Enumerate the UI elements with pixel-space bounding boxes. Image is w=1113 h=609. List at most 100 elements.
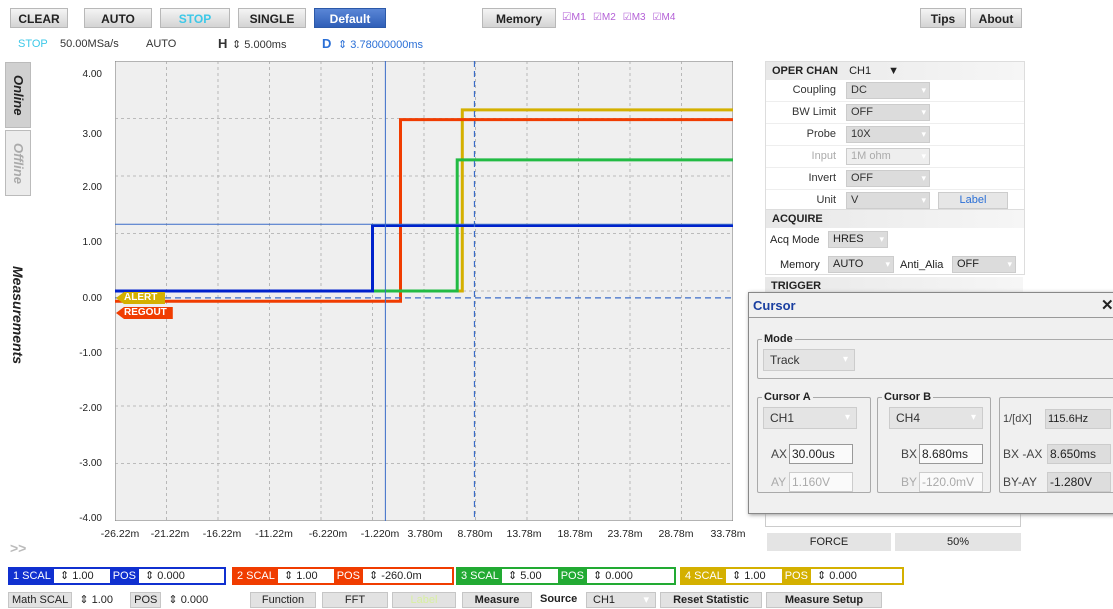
- cursor-b-caption: Cursor B: [882, 391, 934, 403]
- x-tick: -21.22m: [150, 528, 190, 540]
- x-tick: 3.780m: [407, 528, 443, 540]
- auto-button[interactable]: AUTO: [84, 8, 152, 28]
- ch2-scal-value: 1.00: [296, 570, 318, 582]
- chevron-down-icon: ▾: [879, 234, 884, 244]
- ch3-scal[interactable]: ⇕ 5.00: [507, 570, 542, 582]
- cursor-b-source-select[interactable]: CH4: [889, 407, 983, 429]
- reset-statistic-button[interactable]: Reset Statistic: [660, 592, 762, 608]
- source-select[interactable]: CH1 ▾: [586, 592, 656, 608]
- tab-online[interactable]: Online: [5, 62, 31, 128]
- mode-caption: Mode: [762, 333, 795, 345]
- ch2-pos[interactable]: ⇕ -260.0m: [369, 570, 422, 582]
- ch2-num: 2: [237, 570, 244, 582]
- ch1-box[interactable]: 1 SCAL ⇕ 1.00 POS ⇕ 0.000: [8, 567, 226, 585]
- measure-setup-button[interactable]: Measure Setup: [766, 592, 882, 608]
- alert-marker[interactable]: ALERT: [116, 292, 166, 304]
- coupling-row: Coupling DC: [766, 80, 1024, 102]
- probe-row: Probe 10X: [766, 124, 1024, 146]
- math-label-button[interactable]: Label: [392, 592, 456, 608]
- x-tick: -6.220m: [308, 528, 348, 540]
- default-button[interactable]: Default: [314, 8, 386, 28]
- source-label: Source: [540, 593, 578, 605]
- cursor-dialog-title: Cursor: [753, 298, 796, 313]
- ch1-pos-tag: POS: [109, 569, 139, 583]
- tab-offline[interactable]: Offline: [5, 130, 31, 196]
- fft-button[interactable]: FFT: [322, 592, 388, 608]
- ay-label: AY: [771, 475, 787, 489]
- math-scal[interactable]: ⇕ 1.00: [79, 594, 114, 606]
- math-scal-tag: Math SCAL: [8, 592, 73, 608]
- waveform-plot[interactable]: [115, 61, 733, 521]
- run-state: STOP: [18, 38, 48, 50]
- y-tick: 2.00: [82, 182, 102, 193]
- m3-checkbox[interactable]: ☑M3: [622, 12, 646, 23]
- x-tick: -16.22m: [202, 528, 242, 540]
- stop-button[interactable]: STOP: [160, 8, 230, 28]
- expand-icon[interactable]: >>: [10, 540, 27, 556]
- m1-checkbox[interactable]: ☑M1: [562, 11, 587, 23]
- measure-button[interactable]: Measure: [462, 592, 532, 608]
- anti-alias-select[interactable]: OFF ▾: [952, 256, 1016, 273]
- bw-limit-row: BW Limit OFF: [766, 102, 1024, 124]
- ch1-pos[interactable]: ⇕ 0.000: [145, 570, 185, 582]
- channel-select[interactable]: CH1 ▼: [849, 65, 899, 77]
- bw-limit-select[interactable]: OFF: [846, 104, 930, 121]
- unit-label: Unit: [816, 194, 836, 206]
- d-value[interactable]: ⇕ 3.78000000ms: [338, 39, 424, 51]
- y-tick: 0.00: [82, 293, 102, 304]
- ch2-scal[interactable]: ⇕ 1.00: [283, 570, 318, 582]
- invert-row: Invert OFF: [766, 168, 1024, 190]
- label-button[interactable]: Label: [938, 192, 1008, 209]
- m3-label: M3: [631, 12, 646, 23]
- chevron-down-icon: ▼: [888, 65, 900, 77]
- tab-measurements[interactable]: Measurements: [10, 266, 26, 365]
- invert-select[interactable]: OFF: [846, 170, 930, 187]
- bx-ax-label: BX -AX: [1003, 447, 1043, 461]
- single-button[interactable]: SINGLE: [238, 8, 306, 28]
- math-scal-label: SCAL: [39, 594, 69, 606]
- acq-mode-select[interactable]: HRES ▾: [828, 231, 888, 248]
- force-button[interactable]: FORCE: [767, 533, 891, 551]
- mode-group: Mode: [757, 333, 1113, 379]
- ch2-box[interactable]: 2 SCAL ⇕ 1.00 POS ⇕ -260.0m: [232, 567, 454, 585]
- bx-ax-value: 8.650ms: [1047, 444, 1111, 464]
- function-button[interactable]: Function: [250, 592, 316, 608]
- trigger-level[interactable]: 50%: [895, 533, 1021, 551]
- bx-input[interactable]: 8.680ms: [919, 444, 983, 464]
- ch4-scal[interactable]: ⇕ 1.00: [731, 570, 766, 582]
- ch4-scal-label: SCAL: [694, 570, 723, 582]
- clear-button[interactable]: CLEAR: [10, 8, 68, 28]
- math-scal-value: 1.00: [91, 594, 114, 606]
- ch2-pos-tag: POS: [333, 569, 363, 583]
- m4-checkbox[interactable]: ☑M4: [652, 12, 676, 23]
- delta-group: [999, 397, 1113, 493]
- acquire-panel: ACQUIRE Acq Mode HRES ▾ Memory AUTO ▾ Anti…: [765, 209, 1025, 275]
- ch1-scal[interactable]: ⇕ 1.00: [59, 570, 94, 582]
- mode-select[interactable]: Track: [763, 349, 855, 371]
- math-pos[interactable]: ⇕ 0.000: [168, 594, 209, 606]
- cursor-a-source-select[interactable]: CH1: [763, 407, 857, 429]
- unit-select[interactable]: V: [846, 192, 930, 209]
- ch3-pos[interactable]: ⇕ 0.000: [593, 570, 633, 582]
- tips-button[interactable]: Tips: [920, 8, 966, 28]
- ch1-scal-tag: 1 SCAL: [10, 569, 54, 583]
- memory-button[interactable]: Memory: [482, 8, 556, 28]
- oper-chan-title: OPER CHAN: [772, 65, 839, 77]
- acquire-header: ACQUIRE: [766, 210, 1024, 228]
- close-icon[interactable]: ✕: [1101, 297, 1113, 314]
- acq-mode-label: Acq Mode: [770, 234, 820, 246]
- ax-input[interactable]: 30.00us: [789, 444, 853, 464]
- ch4-num: 4: [685, 570, 692, 582]
- h-value[interactable]: ⇕ 5.000ms: [232, 39, 287, 51]
- about-button[interactable]: About: [970, 8, 1022, 28]
- ch3-box[interactable]: 3 SCAL ⇕ 5.00 POS ⇕ 0.000: [456, 567, 676, 585]
- probe-select[interactable]: 10X: [846, 126, 930, 143]
- m2-checkbox[interactable]: ☑M2: [592, 12, 616, 23]
- d-label: D: [322, 36, 332, 51]
- h-value-text: 5.000ms: [244, 39, 287, 51]
- ch4-box[interactable]: 4 SCAL ⇕ 1.00 POS ⇕ 0.000: [680, 567, 904, 585]
- memory-select[interactable]: AUTO ▾: [828, 256, 894, 273]
- ch4-pos[interactable]: ⇕ 0.000: [817, 570, 857, 582]
- coupling-select[interactable]: DC: [846, 82, 930, 99]
- regout-marker[interactable]: REGOUT: [116, 307, 173, 319]
